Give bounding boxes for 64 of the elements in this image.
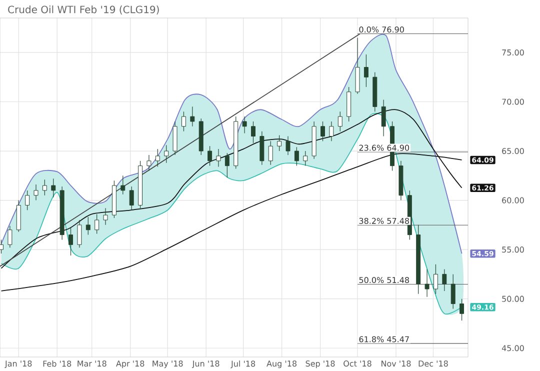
- candlestick: [94, 214, 100, 234]
- ref-line-label: 50.0% 51.48: [359, 277, 410, 284]
- y-tick-label: 75.00: [502, 49, 524, 56]
- candlestick: [68, 228, 73, 256]
- x-tick-label: Nov '18: [382, 360, 411, 367]
- candlestick: [164, 144, 169, 164]
- candlestick: [286, 136, 290, 156]
- candlestick: [242, 116, 247, 134]
- candlestick: [146, 154, 152, 172]
- candlestick: [129, 186, 134, 210]
- candlestick: [364, 54, 368, 88]
- y-tick-label: 65.00: [502, 148, 524, 154]
- candlestick: [190, 106, 195, 127]
- candlestick: [120, 175, 126, 195]
- candlestick: [77, 220, 82, 248]
- y-tick-label: 60.00: [502, 197, 524, 204]
- ref-line-label: 38.2% 57.48: [359, 218, 410, 224]
- candlestick: [42, 179, 47, 196]
- candlestick: [216, 148, 221, 168]
- candlestick: [51, 178, 56, 198]
- x-tick-label: Sep '18: [306, 360, 335, 368]
- ref-line-label: 0.0% 76.90: [359, 26, 404, 33]
- candlestick: [8, 226, 12, 248]
- candlestick: [34, 184, 38, 201]
- candlestick: [303, 150, 308, 166]
- x-tick-label: Jul '18: [230, 360, 256, 368]
- candlestick: [224, 152, 230, 178]
- candlestick: [25, 190, 30, 210]
- chart-title: Crude Oil WTI Feb '19 (CLG19): [8, 6, 159, 14]
- y-tick-label: 55.00: [502, 246, 524, 253]
- candlestick: [433, 264, 438, 294]
- candlestick: [277, 134, 282, 152]
- candlestick: [424, 268, 430, 298]
- candlestick: [155, 148, 160, 168]
- candlestick: [181, 111, 186, 132]
- y-tick-label: 45.00: [502, 345, 524, 352]
- ref-line-label: 61.8% 45.47: [359, 336, 409, 342]
- x-tick-label: Jan '18: [4, 360, 32, 368]
- x-tick-label: Dec '18: [418, 360, 448, 367]
- candlestick: [320, 121, 325, 142]
- x-tick-label: Aug '18: [266, 360, 297, 368]
- y-tick-label: 50.00: [502, 296, 524, 302]
- candlestick: [338, 111, 342, 132]
- ref-line-label: 23.6% 64.90: [359, 144, 410, 151]
- candlestick: [460, 298, 464, 321]
- x-tick-label: Apr '18: [116, 360, 144, 368]
- candlestick: [0, 239, 4, 254]
- x-tick-label: Mar '18: [78, 360, 106, 367]
- candlestick: [381, 99, 386, 137]
- x-tick-label: Oct '18: [344, 360, 372, 367]
- x-tick-label: Feb '18: [43, 360, 72, 367]
- candlestick: [251, 121, 256, 144]
- candlestick: [294, 146, 299, 166]
- candlestick: [103, 208, 108, 226]
- y-tick-label: 70.00: [502, 98, 524, 105]
- candlestick: [450, 274, 456, 309]
- x-tick-label: Jun '18: [192, 360, 220, 368]
- candlestick: [442, 268, 447, 292]
- line-series: [0, 34, 462, 254]
- candlestick: [268, 140, 273, 166]
- x-tick-label: May '18: [152, 360, 183, 368]
- candlestick: [329, 121, 334, 142]
- candlestick: [208, 146, 212, 166]
- candlestick: [86, 216, 90, 236]
